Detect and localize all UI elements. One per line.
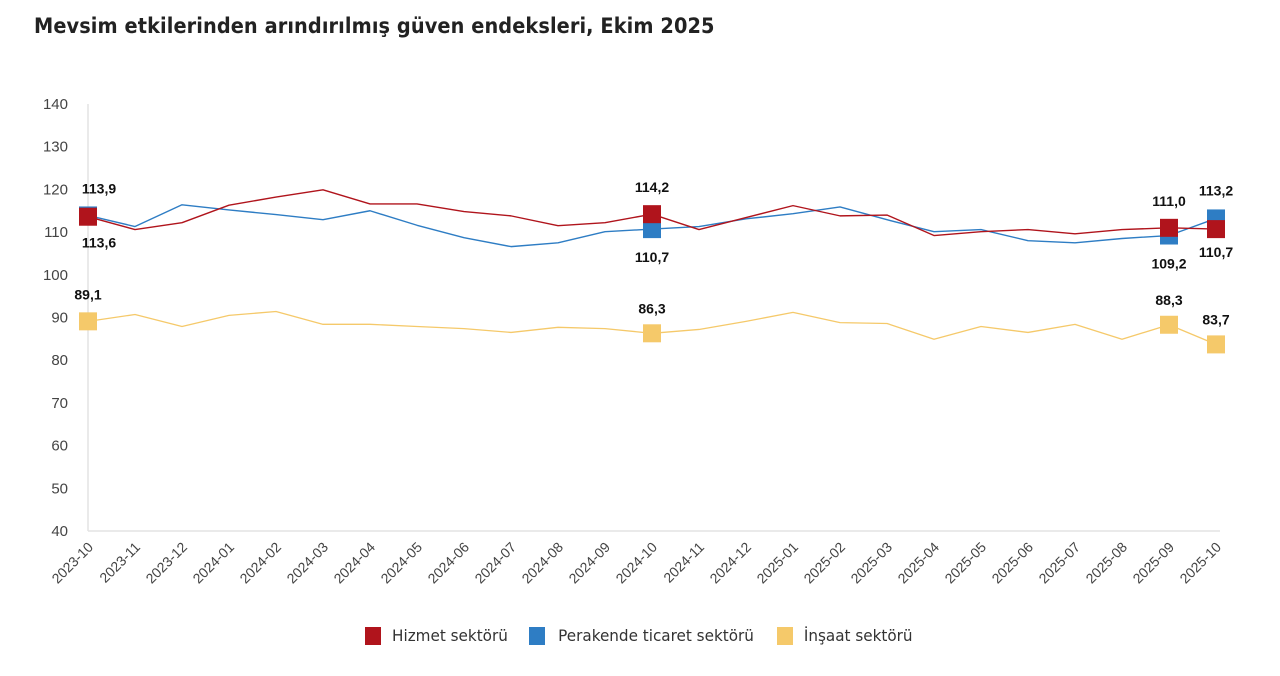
y-tick-label: 110 <box>44 224 68 241</box>
x-tick-label: 2025-09 <box>1129 539 1177 587</box>
y-tick-label: 70 <box>51 395 68 412</box>
y-tick-label: 120 <box>43 181 68 198</box>
x-tick-label: 2024-12 <box>706 539 754 587</box>
x-tick-label: 2025-05 <box>941 539 989 587</box>
data-label: 88,3 <box>1155 292 1182 308</box>
data-label: 110,7 <box>635 249 669 265</box>
y-tick-label: 60 <box>51 438 68 455</box>
x-tick-label: 2024-06 <box>424 539 472 587</box>
legend-swatch-hizmet <box>364 626 381 645</box>
legend-label: Hizmet sektörü <box>391 626 508 645</box>
data-point-marker <box>643 205 661 224</box>
data-labels: 113,6 114,2 111,0 110,7 113,9 110,7 109,2 113,2… <box>74 179 1233 327</box>
x-tick-label: 2025-06 <box>988 539 1036 587</box>
data-point-marker <box>643 220 661 239</box>
x-tick-label: 2025-10 <box>1176 539 1224 587</box>
x-tick-label: 2024-05 <box>377 539 425 587</box>
data-point-marker <box>79 312 97 331</box>
x-tick-label: 2024-11 <box>660 539 707 586</box>
data-point-marker <box>79 207 97 226</box>
data-label: 86,3 <box>638 300 665 316</box>
data-label: 89,1 <box>74 286 101 302</box>
x-tick-label: 2023-11 <box>96 539 143 586</box>
x-tick-label: 2025-02 <box>800 539 848 587</box>
legend-label: İnşaat sektörü <box>803 626 913 645</box>
data-label: 113,6 <box>82 235 116 251</box>
x-tick-label: 2023-10 <box>48 539 96 587</box>
data-label: 113,9 <box>82 180 116 196</box>
x-tick-label: 2024-04 <box>330 539 378 587</box>
x-tick-label: 2025-01 <box>753 539 801 587</box>
x-tick-label: 2024-03 <box>283 539 331 587</box>
y-tick-label: 100 <box>43 267 68 284</box>
legend-label: Perakende ticaret sektörü <box>557 626 754 645</box>
x-tick-label: 2024-07 <box>471 539 519 587</box>
x-tick-label: 2024-08 <box>518 539 566 587</box>
y-tick-label: 40 <box>51 523 68 540</box>
data-point-marker <box>1207 335 1225 354</box>
y-tick-label: 140 <box>43 96 68 113</box>
data-point-marker <box>643 324 661 343</box>
legend-item-hizmet[interactable]: Hizmet sektörü <box>364 626 511 645</box>
x-tick-label: 2024-01 <box>189 539 237 587</box>
x-tick-label: 2025-08 <box>1082 539 1130 587</box>
y-tick-label: 50 <box>51 480 68 497</box>
x-tick-label: 2024-09 <box>565 539 613 587</box>
legend-swatch-perakende <box>528 626 545 645</box>
x-tick-label: 2024-02 <box>236 539 284 587</box>
series-markers <box>79 205 1225 354</box>
data-point-marker <box>1207 220 1225 239</box>
legend-item-perakende[interactable]: Perakende ticaret sektörü <box>528 626 759 645</box>
legend: Hizmet sektörü Perakende ticaret sektörü… <box>0 626 1280 645</box>
y-tick-label: 80 <box>51 352 68 369</box>
data-point-marker <box>1160 218 1178 237</box>
legend-item-insaat[interactable]: İnşaat sektörü <box>776 626 915 645</box>
data-label: 111,0 <box>1152 193 1186 209</box>
x-tick-label: 2025-04 <box>894 539 942 587</box>
data-label: 109,2 <box>1151 256 1186 272</box>
y-tick-label: 90 <box>51 310 68 327</box>
data-label: 83,7 <box>1202 311 1229 327</box>
x-tick-label: 2025-07 <box>1035 539 1083 587</box>
data-point-marker <box>1160 315 1178 334</box>
x-tick-label: 2025-03 <box>847 539 895 587</box>
x-tick-label: 2023-12 <box>142 539 190 587</box>
data-label: 110,7 <box>1199 244 1233 260</box>
data-label: 114,2 <box>635 179 669 195</box>
x-tick-label: 2024-10 <box>612 539 660 587</box>
y-tick-label: 130 <box>43 139 68 156</box>
data-label: 113,2 <box>1199 182 1233 198</box>
chart-title: Mevsim etkilerinden arındırılmış güven e… <box>34 14 715 38</box>
legend-swatch-insaat <box>776 626 793 645</box>
